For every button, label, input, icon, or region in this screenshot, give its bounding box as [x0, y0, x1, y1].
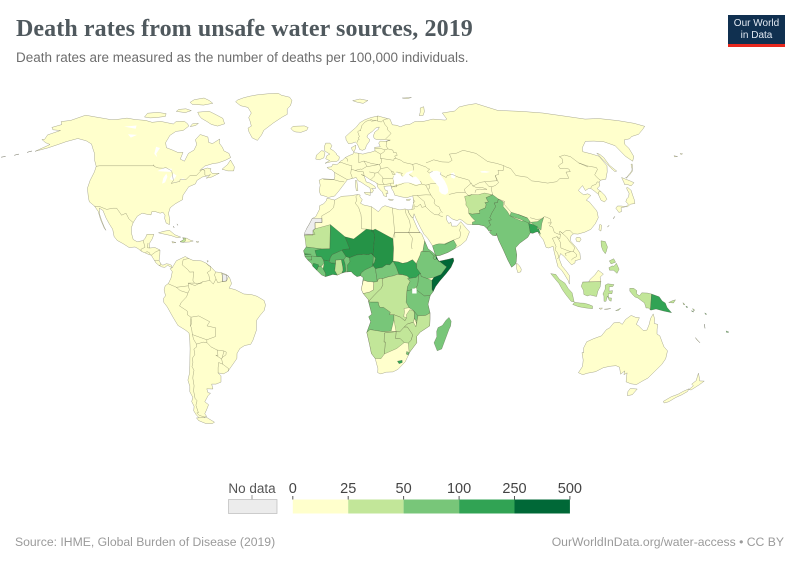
- svg-text:500: 500: [558, 481, 582, 497]
- svg-text:250: 250: [502, 481, 526, 497]
- svg-text:No data: No data: [228, 481, 276, 496]
- svg-text:100: 100: [447, 481, 471, 497]
- svg-text:0: 0: [289, 481, 297, 497]
- svg-text:50: 50: [396, 481, 412, 497]
- svg-text:25: 25: [340, 481, 356, 497]
